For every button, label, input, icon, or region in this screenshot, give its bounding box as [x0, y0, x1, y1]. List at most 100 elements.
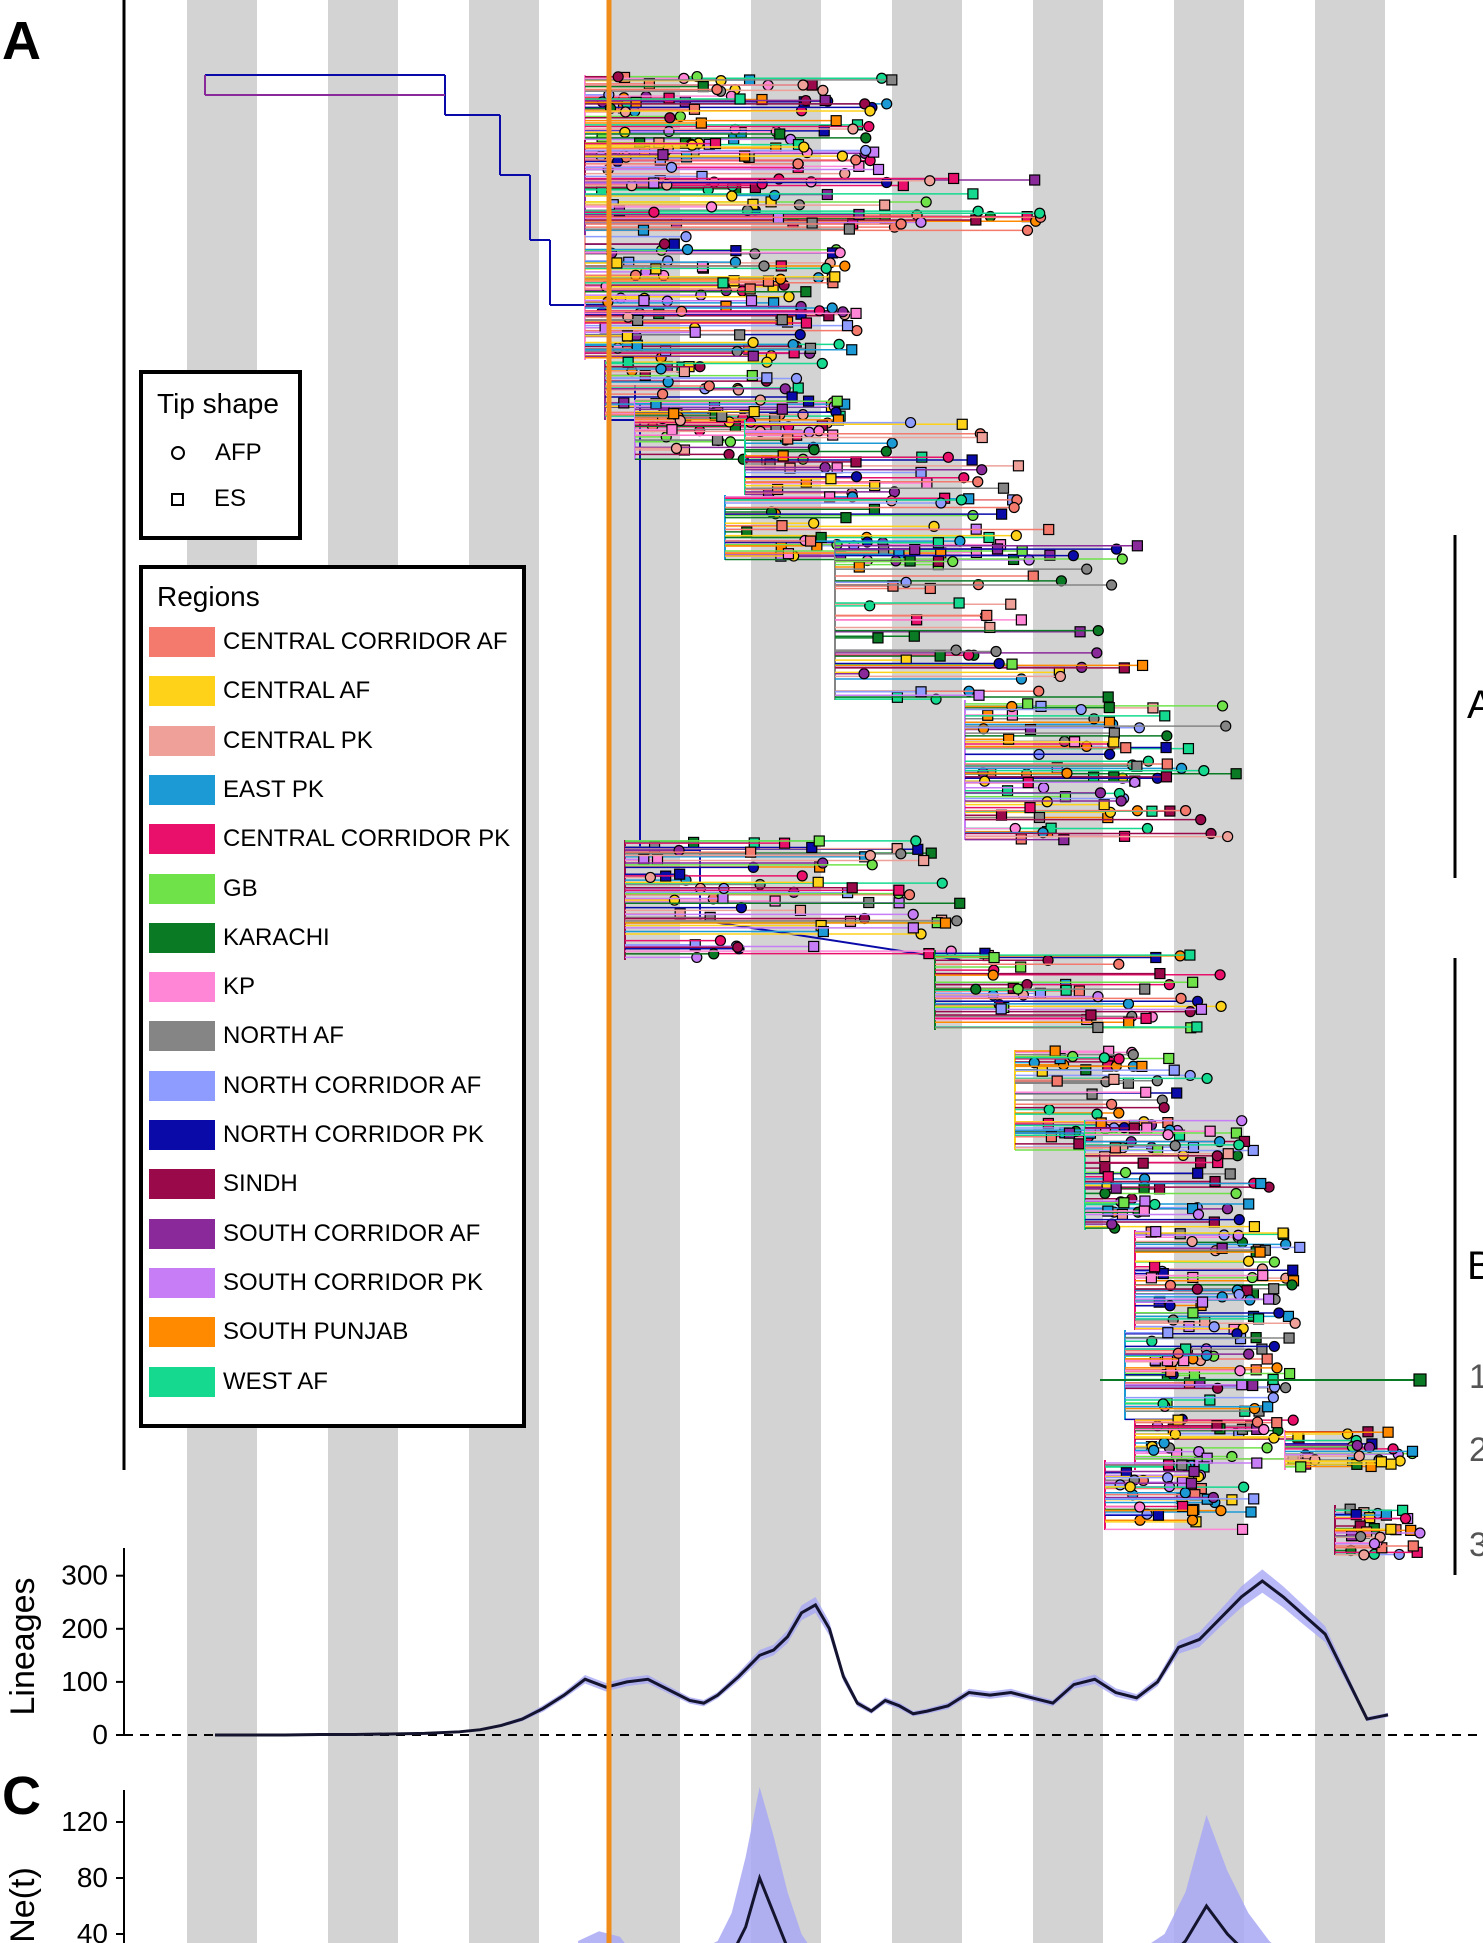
- tree-tip: [796, 870, 808, 882]
- tree-tip: [1245, 1506, 1257, 1518]
- tree-tip: [800, 317, 813, 329]
- tree-tip: [903, 889, 916, 901]
- legend-label: NORTH CORRIDOR PK: [223, 1121, 484, 1148]
- tree-tip: [1184, 1006, 1196, 1018]
- tree-tip: [1185, 1477, 1198, 1489]
- tree-tip: [863, 120, 875, 133]
- tree-tip: [942, 451, 954, 463]
- tree-tip: [1103, 716, 1116, 728]
- tree-tip: [1230, 768, 1242, 780]
- tree-tip: [812, 272, 825, 284]
- time-stripes: [187, 0, 1385, 1943]
- tree-tip: [797, 79, 809, 91]
- lineages-plot: 0 100 200 300 Lineages: [4, 1548, 1483, 1750]
- tree-tip: [954, 897, 966, 909]
- tree-tip: [644, 871, 656, 884]
- tree-tip: [841, 320, 854, 332]
- tree-tip: [955, 494, 968, 506]
- tree-tip: [1171, 1087, 1183, 1099]
- tree-tip: [1015, 961, 1027, 973]
- tree-tip: [1230, 1187, 1242, 1200]
- tree-tip: [764, 458, 776, 470]
- tree-tip: [716, 410, 728, 423]
- tree-tip: [1261, 1442, 1273, 1454]
- tree-tip: [1158, 1437, 1170, 1449]
- tree-tip: [918, 854, 930, 867]
- tree-tip: [1067, 1050, 1079, 1063]
- tree-tip: [1006, 658, 1018, 670]
- tree-tip: [1263, 1293, 1275, 1305]
- ne-line: [1181, 1903, 1239, 1943]
- tree-tip: [1158, 1101, 1170, 1114]
- tree-tip: [734, 329, 746, 341]
- tree-tip: [729, 256, 742, 268]
- tree-tip: [657, 149, 669, 161]
- regions-legend-title: Regions: [157, 581, 260, 612]
- tree-tip: [776, 403, 788, 415]
- tree-tip: [1353, 1450, 1365, 1462]
- tree-tip: [915, 216, 927, 228]
- tree-tip: [1154, 967, 1166, 980]
- tree-tip: [1095, 1117, 1107, 1129]
- tree-tip: [662, 376, 674, 388]
- tree-tip: [806, 841, 818, 854]
- tree-tip: [732, 941, 744, 953]
- tree-tip: [1256, 1343, 1268, 1355]
- tree-tip: [778, 837, 791, 849]
- tree-tip: [1033, 685, 1045, 697]
- subclade-label-3: 3: [1469, 1526, 1483, 1564]
- tree-tip: [881, 98, 893, 110]
- tree-tip: [724, 436, 737, 448]
- tree-tip: [1016, 545, 1028, 557]
- tree-tip: [1043, 523, 1055, 536]
- tree-tip: [1081, 740, 1093, 752]
- legend-label: KARACHI: [223, 923, 330, 951]
- tree-tip: [1098, 1052, 1111, 1064]
- legend-swatch: [149, 972, 215, 1003]
- tree-tip: [1067, 550, 1079, 562]
- tip-shape-row-es: ES: [171, 484, 246, 514]
- tree-tip: [800, 286, 812, 298]
- tree-tip: [794, 904, 807, 916]
- tree-tip: [1230, 1127, 1243, 1139]
- tree-tip: [995, 1003, 1007, 1015]
- tree-tip: [1286, 1279, 1298, 1291]
- tree-tip: [1054, 670, 1066, 683]
- tree-tip: [804, 535, 817, 547]
- tree-tip: [876, 72, 888, 84]
- tree-tip: [1027, 570, 1039, 582]
- tree-tip: [630, 269, 642, 281]
- tree-tip: [1036, 1065, 1048, 1077]
- tree-tip: [1108, 1073, 1120, 1085]
- tree-tip: [915, 686, 927, 698]
- tree-tip: [923, 947, 935, 960]
- tree-tip: [790, 372, 803, 385]
- tree-tip: [1128, 1122, 1140, 1134]
- tree-tip: [1160, 741, 1172, 754]
- tree-tip: [1250, 1364, 1262, 1376]
- tree-tip: [1023, 554, 1035, 566]
- tree-tip: [747, 861, 759, 874]
- tree-tip: [631, 339, 643, 351]
- tree-tip: [1055, 575, 1068, 587]
- tree-tip: [1351, 1439, 1363, 1452]
- tree-tip: [921, 477, 933, 489]
- y-tick-label: 120: [61, 1806, 108, 1837]
- tree-tip: [1045, 1131, 1058, 1143]
- tree-tip: [950, 644, 962, 656]
- legend-swatch: [149, 725, 215, 756]
- tree-tip: [1153, 1183, 1166, 1195]
- tree-tip: [665, 161, 678, 173]
- tree-tip: [1195, 814, 1207, 826]
- tree-tip: [958, 472, 970, 484]
- tree-tip: [1413, 1373, 1427, 1387]
- panel-label-a: A: [2, 11, 41, 71]
- tree-tip: [936, 877, 948, 889]
- legend-item: CENTRAL CORRIDOR AF: [149, 625, 507, 659]
- tree-tip: [1247, 1144, 1259, 1157]
- tree-tip: [1124, 1481, 1136, 1493]
- tree-tip: [1215, 1505, 1227, 1517]
- y-tick-label: 0: [92, 1719, 108, 1750]
- tree-tip: [1099, 1187, 1111, 1199]
- tree-tip: [973, 689, 985, 701]
